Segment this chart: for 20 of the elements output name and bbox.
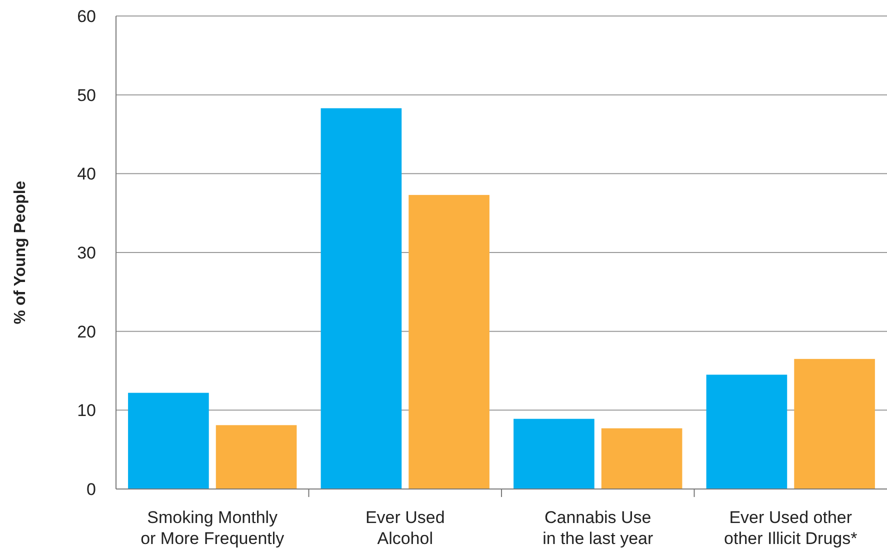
y-tick-label: 0: [86, 480, 96, 499]
y-axis-title: % of Young People: [12, 180, 29, 324]
bar: [408, 194, 490, 489]
bar: [514, 418, 594, 489]
x-tick-label: Ever Used Alcohol: [365, 508, 445, 548]
y-tick-label: 30: [77, 243, 96, 262]
x-tick-label: Ever Used other other Illicit Drugs*: [724, 508, 858, 548]
y-tick-label: 20: [77, 322, 96, 342]
bar: [216, 425, 297, 489]
bar: [601, 428, 682, 489]
x-tick-label: Cannabis Use in the last year: [542, 508, 654, 548]
bar: [706, 374, 788, 489]
y-tick-label: 40: [77, 164, 96, 184]
y-tick-label: 50: [77, 86, 96, 105]
bar: [794, 358, 875, 489]
x-tick-label: Smoking Monthly or More Frequently: [140, 508, 285, 548]
bar: [320, 108, 402, 489]
y-tick-label: 60: [77, 6, 96, 26]
y-tick-label: 10: [77, 401, 96, 420]
bar: [128, 392, 209, 489]
